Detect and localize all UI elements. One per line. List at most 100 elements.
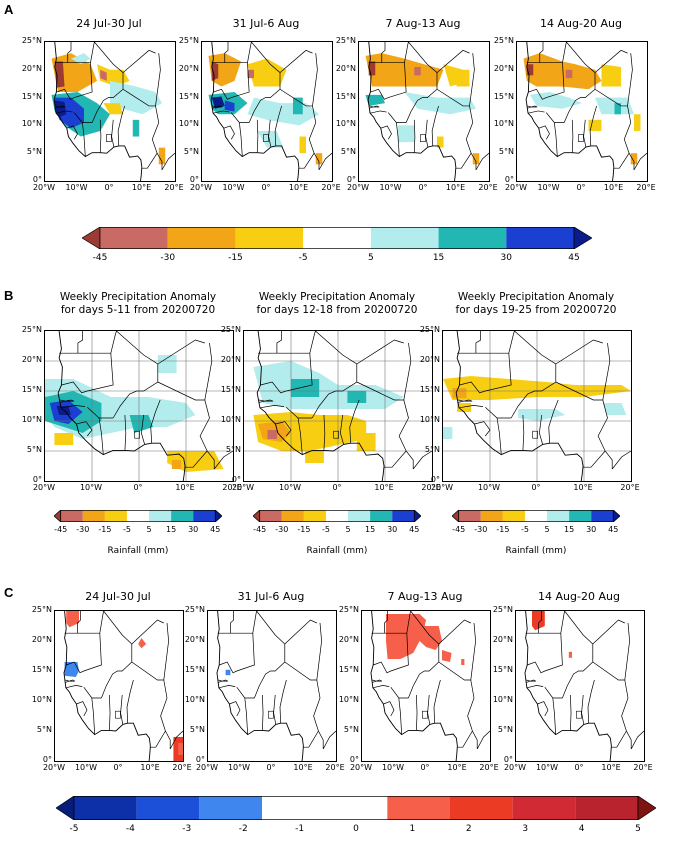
y-tick-label: 15°N bbox=[21, 385, 42, 394]
colorbar-tick-label: 3 bbox=[522, 824, 529, 834]
y-tick-label: 15°N bbox=[21, 91, 42, 101]
map-canvas bbox=[244, 331, 432, 481]
map-frame bbox=[54, 610, 184, 762]
anomaly-region bbox=[129, 415, 154, 433]
anomaly-region bbox=[64, 662, 79, 677]
anomaly-region bbox=[461, 659, 465, 665]
x-tick-label: 20°E bbox=[478, 183, 498, 192]
map-frame bbox=[44, 41, 176, 182]
x-tick-label: 0° bbox=[332, 483, 342, 492]
colorbar-tick-label: -5 bbox=[321, 525, 330, 534]
anomaly-region bbox=[257, 130, 284, 148]
y-tick-label: 25°N bbox=[335, 36, 356, 45]
map-frame bbox=[243, 330, 433, 482]
map-title: Weekly Precipitation Anomaly for days 5-1… bbox=[44, 291, 232, 317]
y-tick-label: 10°N bbox=[419, 415, 440, 424]
x-tick-label: 0° bbox=[266, 763, 276, 772]
x-tick-label: 0° bbox=[104, 183, 114, 192]
x-tick-label: 20°W bbox=[231, 483, 255, 492]
x-tick-label: 10°W bbox=[222, 183, 245, 192]
x-tick-label: 10°W bbox=[79, 483, 103, 492]
y-tick-label: 20°N bbox=[492, 635, 513, 644]
anomaly-region bbox=[100, 69, 107, 81]
anomaly-region bbox=[171, 460, 182, 469]
colorbar-graphic bbox=[53, 509, 223, 523]
anomaly-region bbox=[602, 403, 627, 415]
y-tick-label: 20°N bbox=[335, 63, 356, 73]
map-frame bbox=[207, 610, 337, 762]
y-tick-label: 20°N bbox=[419, 355, 440, 364]
x-tick-label: 20°W bbox=[349, 763, 373, 772]
x-tick-label: 20°W bbox=[32, 483, 56, 492]
colorbar bbox=[53, 509, 223, 523]
anomaly-region bbox=[138, 638, 147, 649]
x-tick-label: 20°E bbox=[636, 183, 656, 192]
anomaly-region bbox=[398, 125, 415, 143]
y-tick-label: 25°N bbox=[220, 325, 241, 334]
y-tick-label: 5°N bbox=[225, 445, 241, 454]
anomaly-region bbox=[437, 136, 444, 148]
colorbar-tick-label: 45 bbox=[608, 525, 619, 534]
y-tick-label: 20°N bbox=[338, 635, 359, 644]
x-tick-label: 10°E bbox=[603, 183, 624, 192]
anomaly-region bbox=[291, 379, 320, 397]
y-tick-label: 10°N bbox=[184, 695, 205, 704]
y-tick-label: 10°N bbox=[220, 415, 241, 424]
y-tick-label: 0° bbox=[346, 175, 356, 184]
x-tick-label: 20°W bbox=[504, 183, 528, 192]
anomaly-region bbox=[224, 100, 235, 112]
y-tick-label: 5°N bbox=[340, 147, 356, 157]
map-title-line2: for days 12-18 from 20200720 bbox=[256, 304, 418, 316]
colorbar-tick-label: -15 bbox=[228, 253, 243, 263]
x-tick-label: 20°E bbox=[325, 763, 345, 772]
map-title: 24 Jul-30 Jul bbox=[85, 590, 151, 603]
x-tick-label: 10°W bbox=[74, 763, 98, 772]
y-tick-label: 20°N bbox=[184, 635, 205, 644]
y-tick-label: 25°N bbox=[21, 36, 42, 45]
colorbar-label: Rainfall (mm) bbox=[107, 546, 169, 556]
anomaly-region bbox=[365, 53, 444, 87]
colorbar-tick-label: -15 bbox=[297, 525, 311, 534]
map-canvas bbox=[524, 611, 644, 761]
y-tick-label: 15°N bbox=[178, 91, 199, 101]
anomaly-region bbox=[530, 92, 582, 109]
panel-b-letter: B bbox=[4, 288, 14, 303]
colorbar-tick-label: -15 bbox=[98, 525, 112, 534]
x-tick-label: 10°W bbox=[227, 763, 251, 772]
map-canvas bbox=[370, 611, 490, 761]
colorbar-tick-label: 5 bbox=[146, 525, 152, 534]
colorbar-tick-label: 45 bbox=[568, 253, 580, 263]
y-tick-label: 25°N bbox=[178, 36, 199, 45]
colorbar-tick-label: 2 bbox=[465, 824, 472, 834]
anomaly-region bbox=[132, 119, 140, 137]
colorbar-tick-label: 15 bbox=[166, 525, 177, 534]
y-tick-label: 5°N bbox=[424, 445, 440, 454]
anomaly-region bbox=[71, 53, 91, 65]
y-tick-label: 5°N bbox=[498, 147, 514, 157]
colorbar bbox=[252, 509, 422, 523]
y-tick-label: 20°N bbox=[31, 635, 52, 644]
x-tick-label: 20°E bbox=[222, 483, 242, 492]
colorbar-tick-label: -30 bbox=[76, 525, 90, 534]
x-tick-label: 20°W bbox=[189, 183, 213, 192]
anomaly-region bbox=[634, 114, 641, 131]
x-tick-label: 10°E bbox=[293, 763, 313, 772]
colorbar-tick-label: -5 bbox=[122, 525, 131, 534]
map-frame bbox=[442, 330, 632, 482]
y-tick-label: 20°N bbox=[21, 355, 42, 364]
anomaly-region bbox=[347, 391, 367, 403]
map-title-line2: for days 19-25 from 20200720 bbox=[455, 304, 617, 316]
anomaly-region bbox=[66, 611, 79, 628]
map-canvas bbox=[523, 42, 647, 181]
anomaly-region bbox=[247, 69, 254, 79]
colorbar-tick-label: 15 bbox=[432, 253, 445, 263]
colorbar-tick-label: 15 bbox=[365, 525, 376, 534]
map-canvas bbox=[443, 331, 631, 481]
anomaly-region bbox=[568, 651, 572, 658]
x-tick-label: 20°E bbox=[633, 763, 653, 772]
map-frame bbox=[361, 610, 491, 762]
x-tick-label: 10°W bbox=[65, 183, 88, 192]
x-tick-label: 20°E bbox=[164, 183, 184, 192]
anomaly-region bbox=[315, 153, 323, 165]
colorbar-tick-label: 45 bbox=[409, 525, 420, 534]
